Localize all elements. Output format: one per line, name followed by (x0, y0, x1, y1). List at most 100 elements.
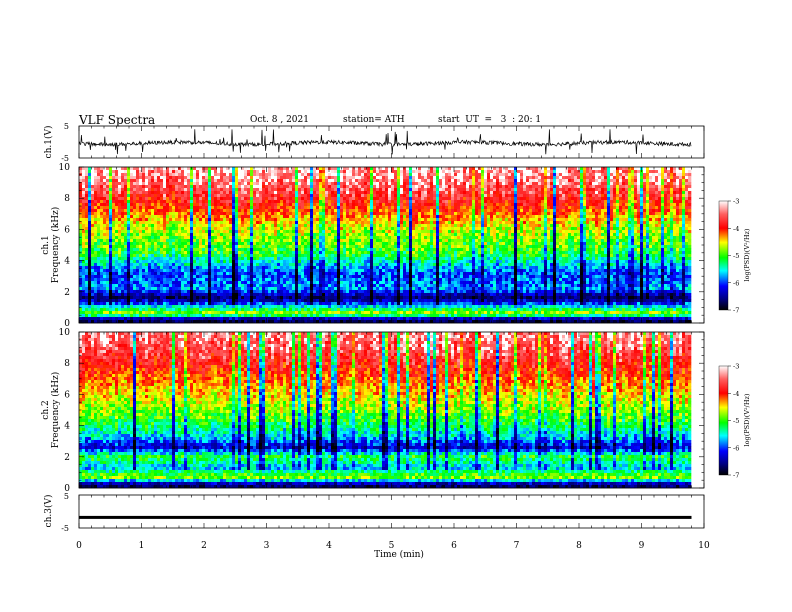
spectrogram-cell (349, 185, 353, 189)
spectrogram-cell (610, 179, 614, 183)
spectrogram-cell (586, 185, 590, 189)
spectrogram-cell (562, 173, 566, 177)
spectrogram-cell (181, 176, 185, 180)
spectrogram-cell (298, 194, 302, 198)
spectrogram-cell (199, 170, 203, 174)
spectrogram-cell (550, 194, 554, 198)
spectrogram-cell (352, 209, 356, 213)
spectrogram-cell (151, 203, 155, 207)
spectrogram-cell (133, 176, 137, 180)
spectrogram-cell (349, 176, 353, 180)
spectrogram-cell (166, 224, 170, 228)
spectrogram-cell (244, 230, 248, 234)
spectrogram-cell (88, 191, 92, 195)
spectrogram-cell (283, 221, 287, 225)
spectrogram-cell (442, 215, 446, 219)
spectrogram-cell (643, 188, 647, 192)
spectrogram-cell (535, 218, 539, 222)
spectrogram-cell (418, 218, 422, 222)
spectrogram-cell (508, 230, 512, 234)
spectrogram-cell (628, 176, 632, 180)
spectrogram-cell (142, 230, 146, 234)
spectrogram-cell (415, 221, 419, 225)
spectrogram-cell (421, 185, 425, 189)
spectrogram-cell (88, 173, 92, 177)
spectrogram-cell (307, 197, 311, 201)
spectrogram-cell (202, 185, 206, 189)
spectrogram-cell (229, 224, 233, 228)
spectrogram-cell (328, 179, 332, 183)
spectrogram-cell (121, 170, 125, 174)
spectrogram-cell (619, 194, 623, 198)
spectrogram-cell (343, 209, 347, 213)
spectrogram-cell (325, 218, 329, 222)
spectrogram-cell (352, 215, 356, 219)
spectrogram-cell (622, 218, 626, 222)
spectrogram-cell (619, 230, 623, 234)
spectrogram-cell (529, 206, 533, 210)
spectrogram-cell (211, 197, 215, 201)
spectrogram-cell (448, 200, 452, 204)
spectrogram-cell (412, 203, 416, 207)
spectrogram-cell (124, 224, 128, 228)
spectrogram-cell (409, 194, 413, 198)
spectrogram-cell (163, 200, 167, 204)
spectrogram-cell (274, 230, 278, 234)
spectrogram-cell (364, 170, 368, 174)
spectrogram-cell (664, 236, 668, 240)
spectrogram-cell (430, 206, 434, 210)
spectrogram-cell (556, 212, 560, 216)
spectrogram-cell (583, 197, 587, 201)
spectrogram-cell (463, 185, 467, 189)
spectrogram-cell (400, 218, 404, 222)
spectrogram-cell (601, 167, 605, 171)
spectrogram-cell (148, 206, 152, 210)
spectrogram-cell (487, 197, 491, 201)
spectrogram-cell (187, 218, 191, 222)
spectrogram-cell (379, 227, 383, 231)
spectrogram-cell (631, 221, 635, 225)
spectrogram-cell (646, 194, 650, 198)
spectrogram-cell (655, 236, 659, 240)
spectrogram-cell (289, 233, 293, 237)
spectrogram-cell (85, 212, 89, 216)
spectrogram-cell (286, 224, 290, 228)
spectrogram-cell (385, 194, 389, 198)
spectrogram-cell (685, 176, 689, 180)
spectrogram-cell (607, 188, 611, 192)
spectrogram-cell (253, 233, 257, 237)
spectrogram-cell (667, 200, 671, 204)
spectrogram-cell (517, 215, 521, 219)
spectrogram-cell (337, 206, 341, 210)
spectrogram-cell (652, 203, 656, 207)
spectrogram-cell (412, 233, 416, 237)
spectrogram-cell (541, 209, 545, 213)
spectrogram-cell (568, 194, 572, 198)
spectrogram-cell (184, 236, 188, 240)
spectrogram-cell (532, 182, 536, 186)
spectrogram-cell (130, 197, 134, 201)
spectrogram-cell (160, 188, 164, 192)
spectrogram-cell (670, 233, 674, 237)
spectrogram-cell (532, 200, 536, 204)
spectrogram-cell (424, 182, 428, 186)
spectrogram-cell (649, 206, 653, 210)
spectrogram-cell (316, 233, 320, 237)
spectrogram-cell (214, 188, 218, 192)
spectrogram-cell (313, 197, 317, 201)
spectrogram-cell (475, 206, 479, 210)
spectrogram-cell (172, 215, 176, 219)
spectrogram-cell (631, 188, 635, 192)
spectrogram-cell (172, 185, 176, 189)
spectrogram-cell (457, 203, 461, 207)
spectrogram-cell (490, 206, 494, 210)
spectrogram-cell (682, 227, 686, 231)
spectrogram-cell (97, 200, 101, 204)
spectrogram-cell (124, 215, 128, 219)
spectrogram-cell (430, 173, 434, 177)
spectrogram-cell (172, 221, 176, 225)
spectrogram-cell (277, 209, 281, 213)
spectrogram-cell (628, 230, 632, 234)
spectrogram-cell (139, 212, 143, 216)
spectrogram-cell (127, 218, 131, 222)
